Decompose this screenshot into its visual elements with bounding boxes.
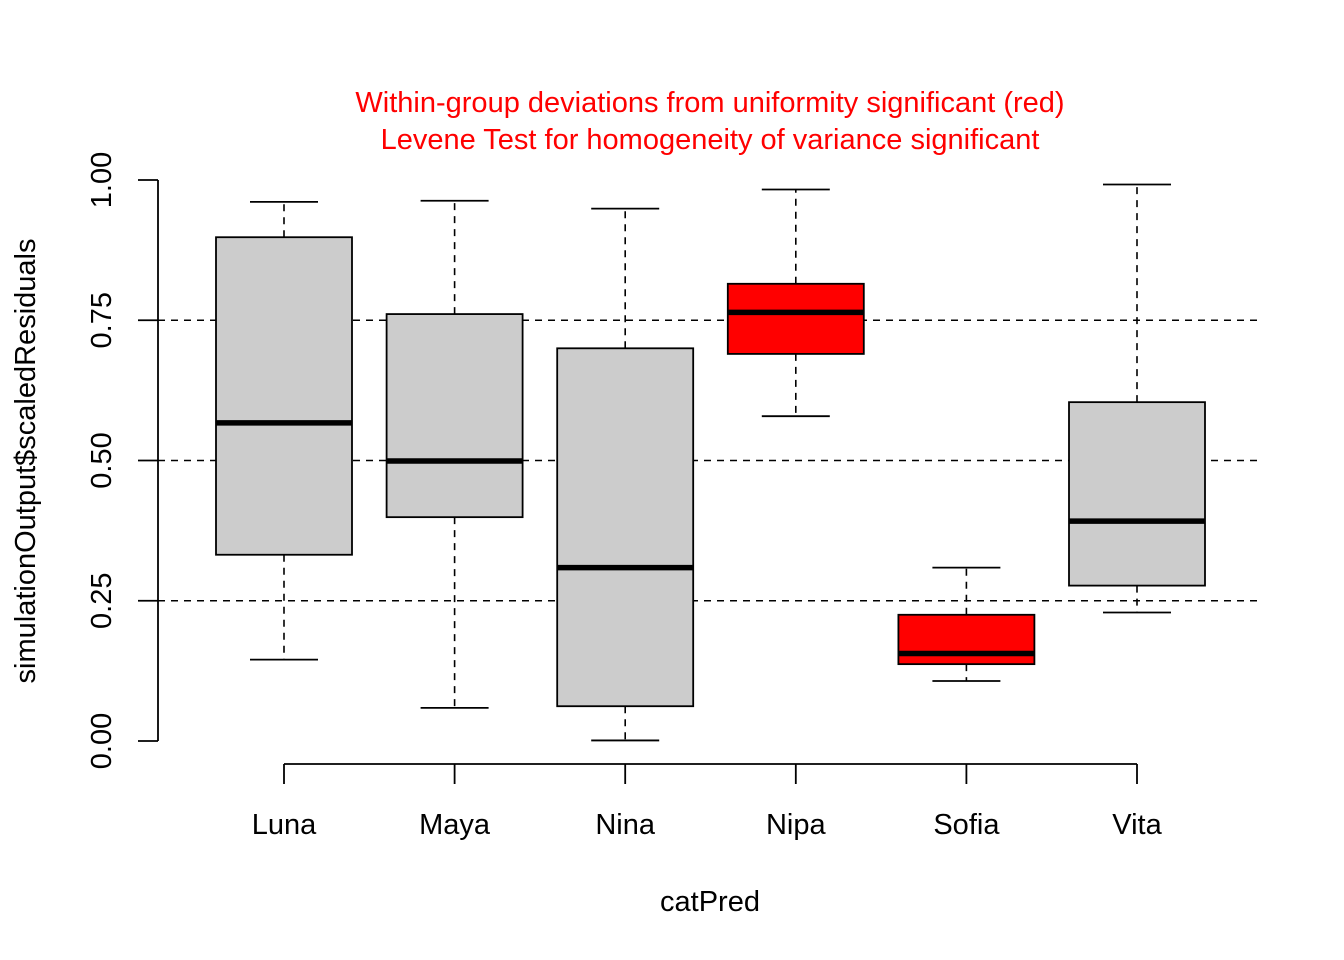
box-body xyxy=(897,613,1036,666)
x-axis-label: catPred xyxy=(660,886,760,918)
box-body xyxy=(726,282,865,355)
y-tick-label-3: 0.75 xyxy=(86,292,118,348)
y-axis-label: simulationOutput$scaledResiduals xyxy=(10,239,42,684)
x-tick-label-vita: Vita xyxy=(1112,809,1162,841)
box-maya xyxy=(385,199,524,709)
x-tick-label-nina: Nina xyxy=(595,809,656,841)
box-body xyxy=(1068,401,1206,587)
chart-title: Within-group deviations from uniformity … xyxy=(355,87,1064,156)
y-tick-label-1: 0.25 xyxy=(86,573,118,629)
y-tick-label-2: 0.50 xyxy=(86,432,118,488)
box-nipa xyxy=(726,188,865,418)
box-body xyxy=(556,347,695,708)
x-tick-label-luna: Luna xyxy=(252,809,317,841)
box-body xyxy=(215,236,353,556)
box-sofia xyxy=(897,566,1036,682)
box-nina xyxy=(556,207,695,742)
box-luna xyxy=(215,200,353,661)
y-axis: 0.00 0.25 0.50 0.75 1.00 xyxy=(86,152,159,769)
y-tick-label-4: 1.00 xyxy=(86,152,118,208)
chart-title-line-2: Levene Test for homogeneity of variance … xyxy=(381,124,1040,156)
x-tick-label-nipa: Nipa xyxy=(766,809,827,841)
x-axis: Luna Maya Nina Nipa Sofia Vita xyxy=(252,763,1163,841)
box-vita xyxy=(1068,183,1206,614)
box-group xyxy=(215,183,1206,742)
x-tick-label-sofia: Sofia xyxy=(933,809,1000,841)
x-tick-label-maya: Maya xyxy=(419,809,491,841)
chart-title-line-1: Within-group deviations from uniformity … xyxy=(355,87,1064,119)
y-tick-label-0: 0.00 xyxy=(86,713,118,769)
box-body xyxy=(385,313,524,519)
